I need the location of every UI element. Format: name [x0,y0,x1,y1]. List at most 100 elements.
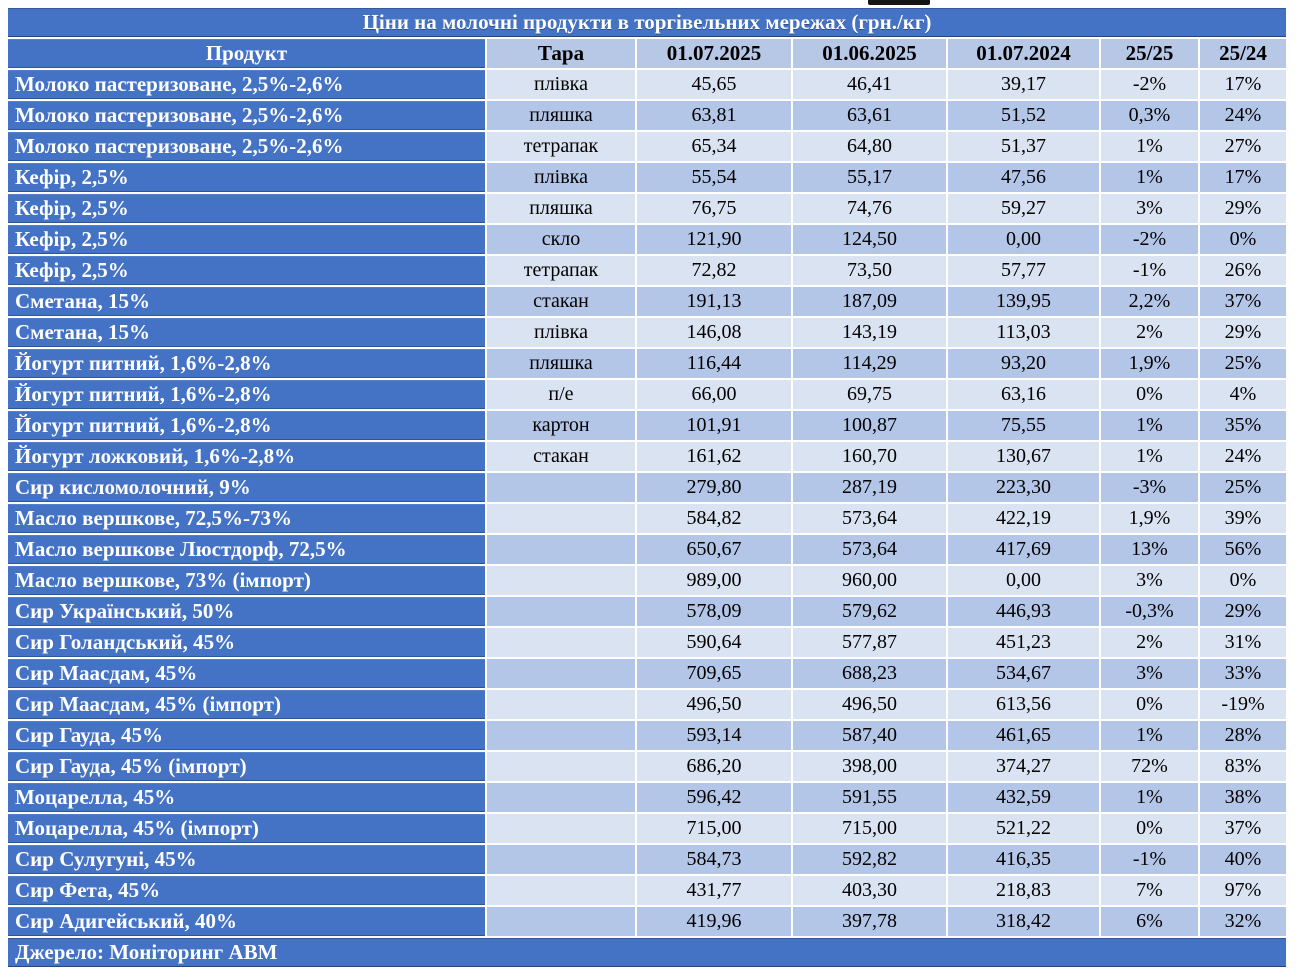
price-cell: 715,00 [793,814,946,843]
package-cell: тетрапак [487,132,635,161]
package-cell [487,628,635,657]
price-cell: 63,16 [948,380,1099,409]
table-row: Сметана, 15% плівка 146,08 143,19 113,03 2% 29… [8,318,1286,347]
table-row: Сир Голандський, 45% 590,64 577,87 451,23 2%… [8,628,1286,657]
package-cell [487,907,635,936]
package-cell: картон [487,411,635,440]
price-cell: 578,09 [637,597,791,626]
percent-change-cell: 13% [1101,535,1198,564]
price-cell: 121,90 [637,225,791,254]
percent-change-cell: -1% [1101,256,1198,285]
price-cell: 686,20 [637,752,791,781]
price-cell: 51,52 [948,101,1099,130]
price-cell: 223,30 [948,473,1099,502]
percent-change-cell: 1% [1101,163,1198,192]
product-name-cell: Сир Адигейський, 40% [8,907,485,936]
package-cell: скло [487,225,635,254]
price-cell: 650,67 [637,535,791,564]
product-name-cell: Кефір, 2,5% [8,256,485,285]
percent-change-cell: 0,3% [1101,101,1198,130]
price-cell: 592,82 [793,845,946,874]
price-cell: 72,82 [637,256,791,285]
price-cell: 65,34 [637,132,791,161]
product-name-cell: Кефір, 2,5% [8,225,485,254]
percent-change-cell: 1,9% [1101,504,1198,533]
price-cell: 73,50 [793,256,946,285]
product-name-cell: Сир кисломолочний, 9% [8,473,485,502]
table-row: Сир кисломолочний, 9% 279,80 287,19 223,30-… [8,473,1286,502]
table-row: Масло вершкове, 72,5%-73% 584,82 573,64 422… [8,504,1286,533]
percent-change-cell: -3% [1101,473,1198,502]
product-name-cell: Сметана, 15% [8,318,485,347]
product-name-cell: Сир Український, 50% [8,597,485,626]
table-source-row: Джерело: Моніторинг АВМ [8,938,1286,967]
price-cell: 960,00 [793,566,946,595]
package-cell: стакан [487,442,635,471]
price-cell: 534,67 [948,659,1099,688]
price-cell: 461,65 [948,721,1099,750]
product-name-cell: Сир Фета, 45% [8,876,485,905]
dairy-prices-table: Ціни на молочні продукти в торгівельних … [6,6,1288,969]
percent-change-cell: 0% [1101,380,1198,409]
percent-change-cell: 2% [1101,628,1198,657]
table-row: Йогурт питний, 1,6%-2,8% пляшка 116,44 114,… [8,349,1286,378]
percent-change-cell: 29% [1200,318,1286,347]
percent-change-cell: 1% [1101,783,1198,812]
price-cell: 113,03 [948,318,1099,347]
percent-change-cell: 37% [1200,814,1286,843]
package-cell [487,721,635,750]
percent-change-cell: 1% [1101,411,1198,440]
percent-change-cell: 83% [1200,752,1286,781]
price-cell: 688,23 [793,659,946,688]
percent-change-cell: 24% [1200,442,1286,471]
cropped-text-artifact [868,0,930,5]
product-name-cell: Кефір, 2,5% [8,194,485,223]
price-cell: 593,14 [637,721,791,750]
product-name-cell: Сир Маасдам, 45% (імпорт) [8,690,485,719]
price-cell: 432,59 [948,783,1099,812]
price-cell: 51,37 [948,132,1099,161]
table-row: Молоко пастеризоване, 2,5%-2,6% тетрапак 6… [8,132,1286,161]
package-cell: плівка [487,318,635,347]
column-header: 25/25 [1101,39,1198,68]
percent-change-cell: -0,3% [1101,597,1198,626]
price-cell: 55,17 [793,163,946,192]
source-note: Джерело: Моніторинг АВМ [8,938,1286,967]
percent-change-cell: -2% [1101,70,1198,99]
price-cell: 63,61 [793,101,946,130]
product-name-cell: Масло вершкове Люстдорф, 72,5% [8,535,485,564]
price-cell: 451,23 [948,628,1099,657]
percent-change-cell: 3% [1101,566,1198,595]
price-cell: 130,67 [948,442,1099,471]
product-name-cell: Моцарелла, 45% [8,783,485,812]
price-cell: 101,91 [637,411,791,440]
price-cell: 143,19 [793,318,946,347]
percent-change-cell: 37% [1200,287,1286,316]
table-row: Моцарелла, 45% 596,42 591,55 432,59 1% 38% [8,783,1286,812]
price-cell: 591,55 [793,783,946,812]
table-row: Сир Маасдам, 45% (імпорт) 496,50 496,50 613… [8,690,1286,719]
percent-change-cell: 17% [1200,163,1286,192]
percent-change-cell: 6% [1101,907,1198,936]
percent-change-cell: 38% [1200,783,1286,812]
package-cell [487,504,635,533]
price-cell: 191,13 [637,287,791,316]
price-cell: 100,87 [793,411,946,440]
percent-change-cell: 0% [1200,225,1286,254]
price-cell: 613,56 [948,690,1099,719]
package-cell [487,659,635,688]
price-cell: 587,40 [793,721,946,750]
product-name-cell: Йогурт питний, 1,6%-2,8% [8,380,485,409]
product-name-cell: Масло вершкове, 73% (імпорт) [8,566,485,595]
price-cell: 160,70 [793,442,946,471]
package-cell [487,752,635,781]
column-header: 25/24 [1200,39,1286,68]
price-cell: 124,50 [793,225,946,254]
package-cell [487,535,635,564]
price-cell: 416,35 [948,845,1099,874]
product-name-cell: Кефір, 2,5% [8,163,485,192]
percent-change-cell: 56% [1200,535,1286,564]
table-row: Сир Адигейський, 40% 419,96 397,78 318,42 6%… [8,907,1286,936]
percent-change-cell: 1% [1101,721,1198,750]
price-cell: 431,77 [637,876,791,905]
